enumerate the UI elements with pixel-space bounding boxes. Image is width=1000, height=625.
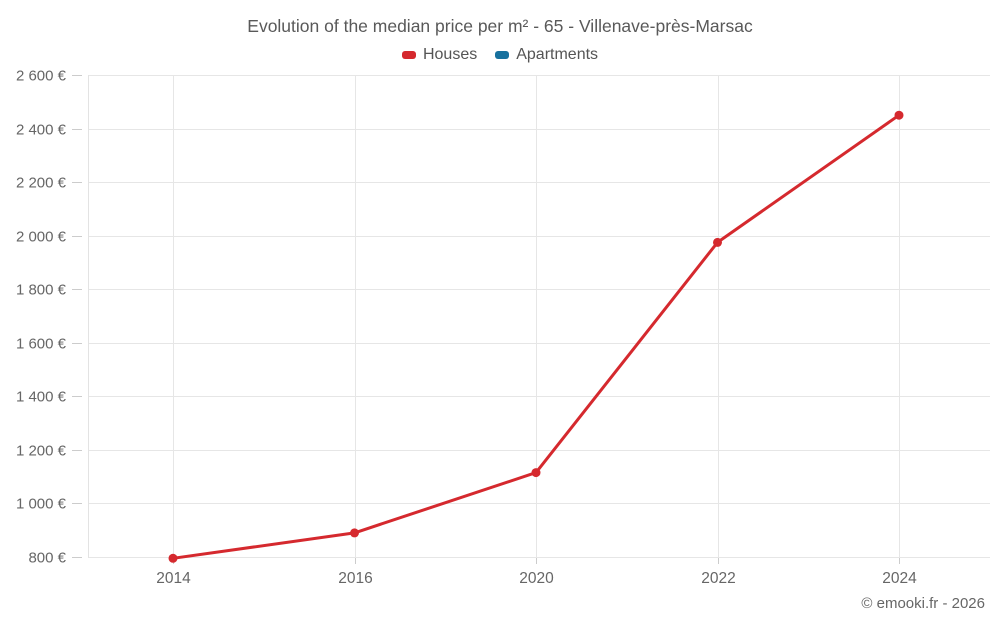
y-axis-label: 1 000 € xyxy=(16,496,67,513)
y-axis-label: 2 400 € xyxy=(16,122,67,139)
x-axis-label: 2020 xyxy=(519,570,554,587)
y-axis-label: 2 200 € xyxy=(16,175,67,192)
y-axis-label: 1 800 € xyxy=(16,282,67,299)
x-axis-label: 2014 xyxy=(156,570,191,587)
data-point-houses[interactable] xyxy=(168,553,178,563)
x-axis-label: 2024 xyxy=(882,570,917,587)
legend-label-houses: Houses xyxy=(422,46,478,63)
legend-item-houses[interactable]: Houses xyxy=(401,46,478,64)
y-axis-label: 800 € xyxy=(28,550,66,567)
data-point-houses[interactable] xyxy=(713,237,722,247)
y-axis-label: 1 600 € xyxy=(16,336,67,353)
y-axis-label: 2 600 € xyxy=(16,68,67,85)
houses-swatch-icon xyxy=(401,51,416,59)
y-axis-label: 1 200 € xyxy=(16,443,67,460)
copyright-credit: © emooki.fr - 2026 xyxy=(861,595,985,612)
legend-label-apartments: Apartments xyxy=(516,46,599,63)
legend-item-apartments[interactable]: Apartments xyxy=(495,46,598,64)
data-point-houses[interactable] xyxy=(350,528,359,538)
data-point-houses[interactable] xyxy=(531,468,541,478)
chart-legend: Houses Apartments xyxy=(0,46,1000,64)
apartments-swatch-icon xyxy=(495,51,510,59)
chart-title: Evolution of the median price per m² - 6… xyxy=(247,16,753,36)
x-axis-label: 2016 xyxy=(338,570,372,587)
y-axis-label: 2 000 € xyxy=(16,229,67,246)
data-point-houses[interactable] xyxy=(894,110,904,120)
x-axis-label: 2022 xyxy=(701,570,735,587)
y-axis-label: 1 400 € xyxy=(16,389,67,406)
